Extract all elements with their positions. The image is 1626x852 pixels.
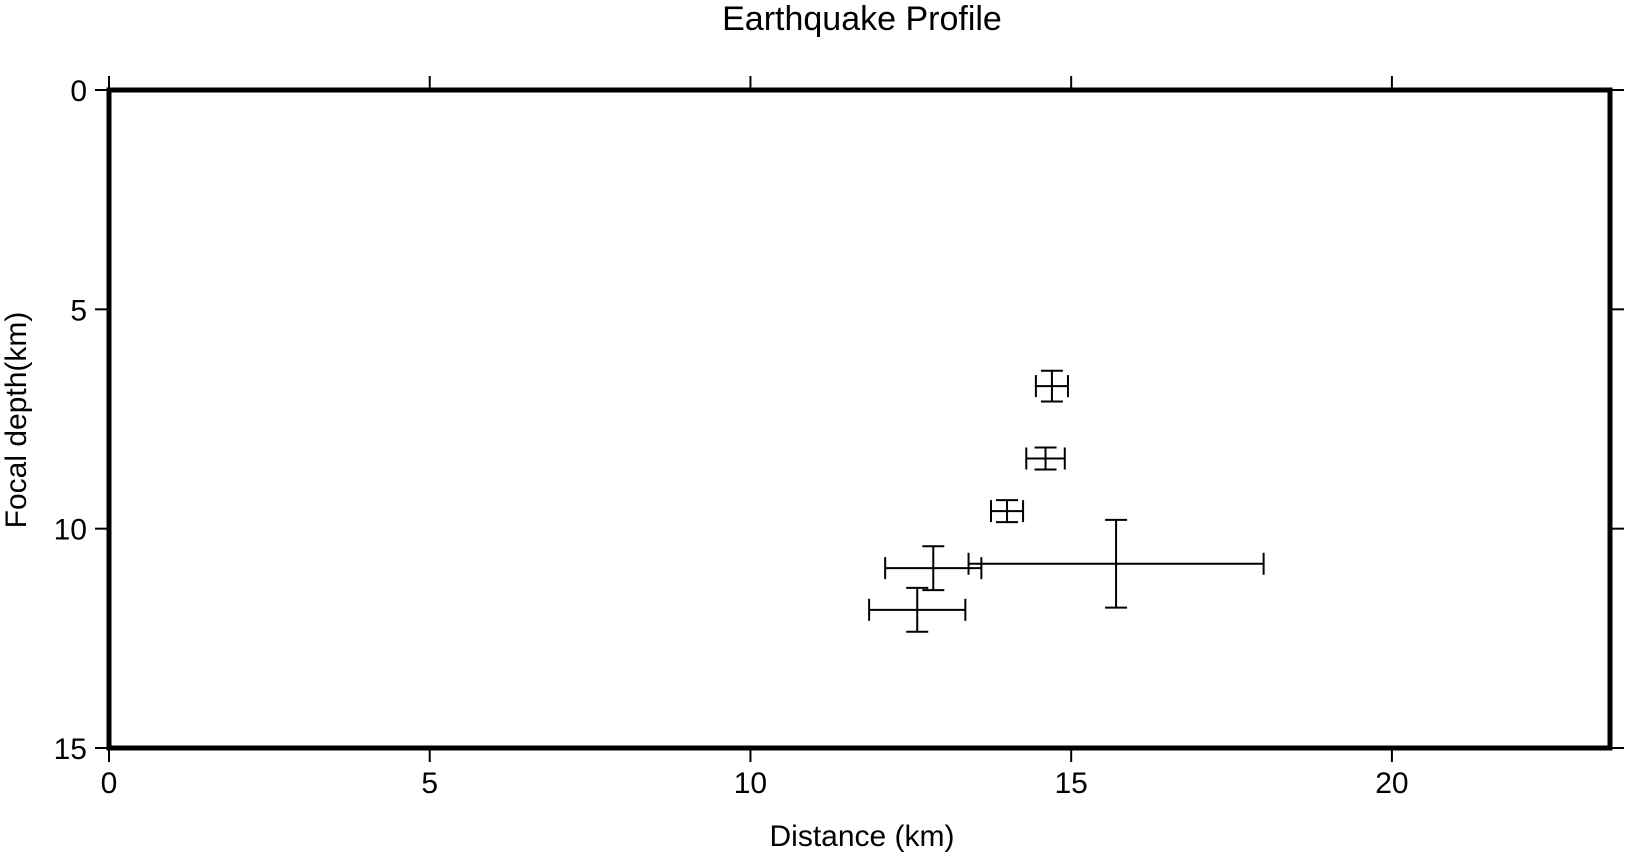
data-point (1025, 446, 1066, 471)
x-tick-label: 5 (421, 767, 438, 800)
axis-tick-labels: 0 5 10 15 20 0 5 10 15 (54, 75, 1409, 800)
x-tick-label: 10 (734, 767, 767, 800)
axis-ticks (95, 76, 1624, 762)
chart-title: Earthquake Profile (722, 0, 1002, 38)
y-tick-label: 5 (70, 294, 87, 327)
data-point (884, 545, 983, 592)
data-point (1034, 369, 1069, 403)
plot-frame (106, 87, 1613, 751)
x-tick-label: 0 (101, 767, 118, 800)
x-tick-label: 20 (1375, 767, 1408, 800)
data-point (868, 586, 967, 633)
data-point (989, 499, 1025, 524)
y-axis-label: Focal depth(km) (0, 312, 33, 529)
y-tick-label: 0 (70, 75, 87, 108)
data-point (967, 518, 1265, 609)
y-tick-label: 10 (54, 514, 87, 547)
x-tick-label: 15 (1054, 767, 1087, 800)
x-axis-label: Distance (km) (769, 820, 954, 852)
y-tick-label: 15 (54, 733, 87, 766)
data-points (868, 369, 1265, 633)
